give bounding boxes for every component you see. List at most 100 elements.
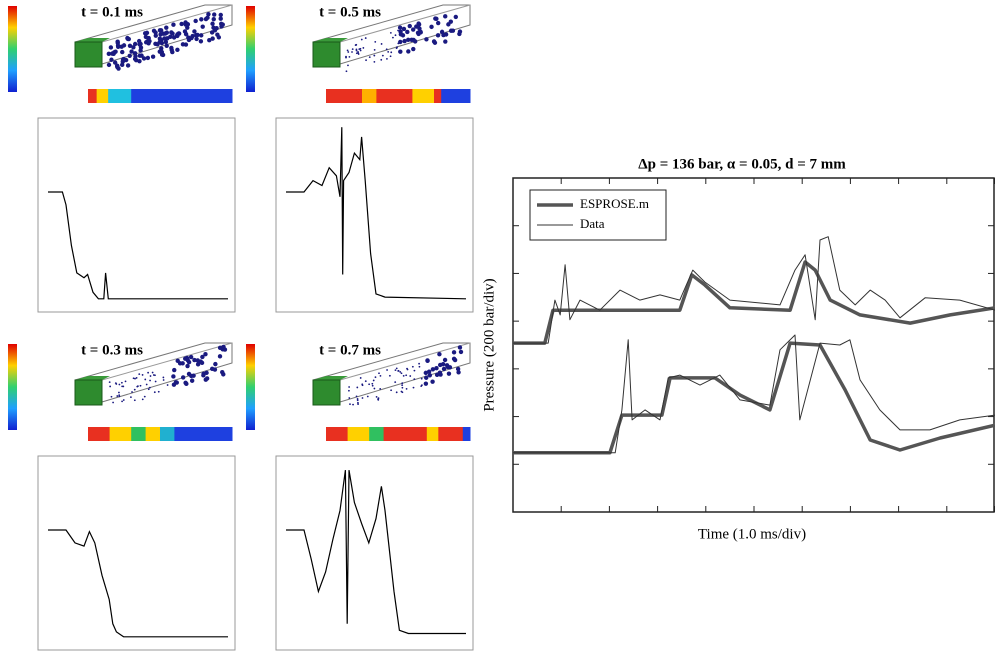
panel: t = 0.7 ms bbox=[246, 342, 474, 651]
particle bbox=[395, 47, 398, 50]
particle bbox=[153, 41, 158, 47]
particle bbox=[359, 49, 362, 52]
particle bbox=[132, 377, 135, 380]
particle bbox=[374, 376, 377, 379]
particle bbox=[218, 16, 223, 21]
particle bbox=[402, 38, 407, 44]
particle bbox=[110, 395, 113, 398]
particle bbox=[348, 389, 350, 392]
particle bbox=[364, 37, 367, 39]
particle bbox=[430, 379, 435, 384]
pressure-line bbox=[513, 260, 995, 345]
particle bbox=[455, 366, 461, 372]
x-axis-label: Time (1.0 ms/div) bbox=[698, 526, 806, 542]
particle bbox=[356, 386, 359, 389]
particle bbox=[362, 47, 365, 49]
colorbar bbox=[246, 344, 255, 430]
particle bbox=[159, 40, 165, 46]
pressure-line bbox=[513, 341, 995, 455]
particle bbox=[108, 45, 114, 50]
particle bbox=[401, 384, 404, 387]
particle bbox=[141, 56, 147, 61]
particle bbox=[381, 54, 384, 57]
particle bbox=[189, 378, 195, 383]
panel: t = 0.3 ms bbox=[8, 342, 236, 651]
particle bbox=[143, 34, 149, 40]
particle bbox=[361, 383, 364, 386]
particle bbox=[426, 369, 432, 374]
particle bbox=[193, 18, 198, 24]
strip-segment bbox=[108, 89, 132, 103]
particle bbox=[207, 38, 212, 43]
strip-segment bbox=[145, 427, 161, 441]
piston bbox=[312, 41, 341, 68]
particle bbox=[175, 358, 180, 364]
particle bbox=[398, 49, 403, 54]
particle bbox=[365, 59, 367, 62]
particle bbox=[215, 32, 220, 37]
particle bbox=[348, 386, 351, 388]
colorbar bbox=[8, 344, 17, 430]
particle bbox=[211, 16, 216, 22]
particle bbox=[457, 29, 463, 34]
strip-segment bbox=[383, 427, 428, 441]
particle bbox=[169, 30, 174, 35]
particle bbox=[375, 395, 378, 398]
particle bbox=[145, 39, 150, 44]
particle bbox=[456, 370, 461, 375]
plot-frame bbox=[37, 117, 236, 313]
particle bbox=[351, 48, 354, 51]
particle bbox=[186, 371, 192, 377]
particle bbox=[139, 384, 142, 387]
particle bbox=[406, 37, 411, 42]
strip-segment bbox=[376, 89, 413, 103]
particle bbox=[427, 373, 433, 378]
particle bbox=[434, 16, 439, 21]
profile-line bbox=[286, 470, 466, 635]
strip-segment bbox=[412, 89, 435, 103]
strip-segment bbox=[131, 89, 233, 103]
particle bbox=[368, 56, 371, 59]
panel-title: t = 0.5 ms bbox=[319, 4, 381, 20]
particle bbox=[109, 51, 115, 56]
particle bbox=[199, 17, 204, 22]
particle bbox=[413, 369, 416, 372]
particle bbox=[164, 43, 169, 48]
particle bbox=[407, 23, 412, 29]
particle bbox=[405, 29, 410, 35]
particle bbox=[136, 385, 139, 388]
particle bbox=[446, 22, 451, 27]
particle bbox=[364, 380, 367, 383]
particle bbox=[118, 391, 120, 394]
particle bbox=[147, 388, 150, 391]
particle bbox=[446, 371, 452, 376]
particle bbox=[203, 351, 208, 357]
particle bbox=[388, 374, 391, 377]
colorbar bbox=[246, 6, 255, 92]
particle bbox=[183, 380, 188, 386]
particle bbox=[109, 385, 112, 388]
strip-segment bbox=[131, 427, 147, 441]
strip-segment bbox=[369, 427, 385, 441]
particle bbox=[145, 55, 151, 61]
particle bbox=[119, 62, 125, 68]
particle bbox=[441, 366, 447, 372]
particle bbox=[194, 36, 199, 42]
particle bbox=[373, 387, 376, 390]
particle bbox=[175, 47, 180, 53]
particle bbox=[435, 20, 441, 26]
particle bbox=[108, 381, 111, 384]
particle bbox=[395, 391, 398, 394]
particle bbox=[135, 377, 138, 379]
particle bbox=[131, 391, 133, 393]
particle bbox=[361, 397, 364, 399]
particle bbox=[212, 12, 217, 17]
particle bbox=[149, 379, 151, 382]
piston bbox=[312, 379, 341, 406]
particle bbox=[379, 388, 382, 390]
particle bbox=[171, 22, 176, 27]
particle bbox=[368, 383, 371, 386]
particle bbox=[401, 386, 404, 389]
particle bbox=[411, 37, 416, 43]
particle bbox=[141, 374, 144, 376]
